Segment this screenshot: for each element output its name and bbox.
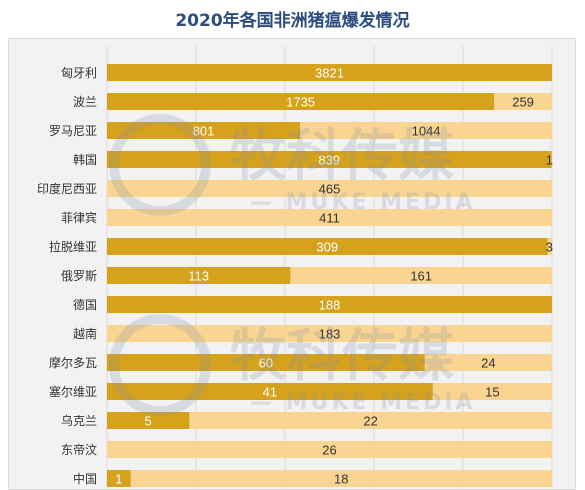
category-label: 摩尔多瓦 [49,355,97,370]
bar-segment-first [107,383,433,400]
data-label-first: 309 [316,240,338,255]
svg-text:— MUKE MEDIA: — MUKE MEDIA [250,390,476,415]
data-label-first: 5 [145,414,152,429]
data-label-first: 188 [319,298,341,313]
data-label-second: 465 [319,182,341,197]
category-label: 匈牙利 [61,66,97,80]
bar-segment-first [107,412,190,429]
bar-segment-second [107,180,552,197]
data-label-first: 60 [259,356,273,371]
bar-segment-second [290,267,552,284]
data-label-second: 15 [485,385,499,400]
bar-segment-first [107,64,552,81]
category-label: 波兰 [73,95,97,109]
category-label: 东帝汶 [61,442,97,457]
category-label: 塞尔维亚 [49,384,97,399]
category-label: 印度尼西亚 [37,181,97,196]
watermark-logo-2: 牧科传媒— MUKE MEDIA [109,314,476,416]
data-label-first: 839 [318,153,340,168]
bar-segment-second [547,238,552,255]
data-label-second: 22 [363,414,377,429]
bar-segment-first [107,122,301,139]
bar-segment-second [300,122,552,139]
category-label: 越南 [73,326,97,341]
data-label-second: 1044 [412,124,441,139]
data-label-first: 1 [115,472,122,487]
data-label-first: 41 [263,385,277,400]
bar-segment-second [432,383,552,400]
bar-segment-first [107,238,548,255]
svg-text:牧科传媒: 牧科传媒 [230,324,455,389]
data-label-second: 26 [322,443,336,458]
data-label-second: 259 [512,95,534,110]
bar-segment-second [107,325,552,342]
chart-title: 2020年各国非洲猪瘟爆发情况 [175,11,410,31]
category-label: 中国 [73,471,97,486]
category-label: 德国 [73,297,97,312]
category-label: 俄罗斯 [61,269,97,283]
bar-segment-second [424,354,552,371]
bar-segment-second [107,209,552,226]
category-label: 乌克兰 [61,413,97,428]
data-label-second: 183 [319,327,341,342]
bar-segment-second [107,441,552,458]
data-label-first: 801 [193,124,215,139]
bar-segment-second [130,470,552,487]
bar-segment-first [107,267,291,284]
data-label-first: 113 [188,269,209,284]
svg-text:牧科传媒: 牧科传媒 [230,124,455,189]
data-label-first: 1735 [286,95,315,110]
bar-segment-second [189,412,552,429]
category-label: 拉脱维亚 [49,239,97,254]
data-label-second: 161 [410,269,432,284]
bar-segment-first [107,296,552,313]
svg-text:— MUKE MEDIA: — MUKE MEDIA [250,190,476,215]
data-label-second: 24 [481,356,495,371]
data-label-second: 411 [319,211,340,226]
data-label-second: 3 [546,240,553,255]
bar-segment-first [107,354,425,371]
data-label-second: 1 [546,153,553,168]
category-label: 罗马尼亚 [49,124,97,138]
bar-segment-first [107,93,495,110]
data-label-second: 18 [334,472,348,487]
watermark-logo-1: 牧科传媒— MUKE MEDIA [109,114,476,216]
data-label-first: 3821 [315,66,344,81]
bar-segment-first [107,151,552,168]
bar-segment-first [107,470,131,487]
bar-segment-second [494,93,552,110]
category-label: 菲律宾 [61,210,97,225]
category-label: 韩国 [73,152,97,167]
